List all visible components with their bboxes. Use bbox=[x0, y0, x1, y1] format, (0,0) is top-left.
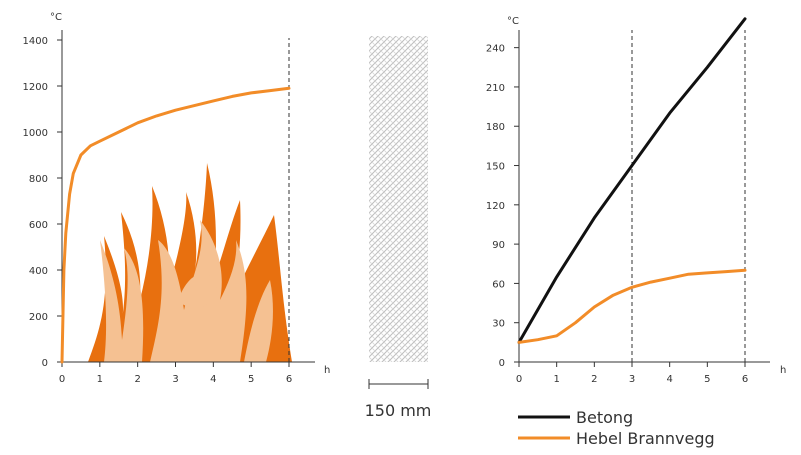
left-y-unit-label: °C bbox=[50, 12, 62, 23]
flame-light-shape bbox=[100, 240, 144, 362]
y-tick-label: 30 bbox=[492, 319, 505, 330]
y-tick-label: 200 bbox=[29, 312, 48, 323]
y-tick-label: 120 bbox=[486, 201, 505, 212]
x-tick-label: 5 bbox=[704, 374, 710, 385]
legend-label-betong: Betong bbox=[576, 408, 633, 427]
wall-cross-section: 150 mm bbox=[365, 36, 432, 420]
y-tick-label: 400 bbox=[29, 266, 48, 277]
furnace-temperature-chart: 0 1 2 3 4 5 6 0 200 400 600 800 1000 1200 1400 °C h bbox=[23, 12, 331, 385]
legend-item-hebel: Hebel Brannvegg bbox=[518, 429, 715, 448]
y-tick-label: 60 bbox=[492, 279, 505, 290]
wall-hatch bbox=[369, 36, 428, 362]
left-x-unit-label: h bbox=[324, 365, 330, 376]
series-line-0-0 bbox=[60, 86, 291, 364]
x-tick-label: 0 bbox=[516, 374, 522, 385]
x-tick-label: 4 bbox=[666, 374, 672, 385]
left-series-group bbox=[60, 86, 291, 364]
y-tick-label: 1000 bbox=[23, 128, 48, 139]
x-tick-label: 6 bbox=[742, 374, 748, 385]
x-tick-label: 1 bbox=[97, 374, 103, 385]
right-y-unit-label: °C bbox=[507, 16, 519, 27]
y-tick-label: 90 bbox=[492, 240, 505, 251]
x-tick-label: 2 bbox=[134, 374, 140, 385]
wall-thickness-label: 150 mm bbox=[365, 401, 432, 420]
x-tick-label: 3 bbox=[172, 374, 178, 385]
x-tick-label: 3 bbox=[629, 374, 635, 385]
x-tick-label: 1 bbox=[553, 374, 559, 385]
y-tick-label: 800 bbox=[29, 174, 48, 185]
legend: Betong Hebel Brannvegg bbox=[518, 408, 715, 448]
series-line-1-0 bbox=[517, 17, 747, 344]
y-tick-label: 180 bbox=[486, 122, 505, 133]
legend-label-hebel: Hebel Brannvegg bbox=[576, 429, 715, 448]
right-x-unit-label: h bbox=[780, 365, 786, 376]
wall-dimension-marker bbox=[368, 379, 429, 389]
x-tick-label: 6 bbox=[286, 374, 292, 385]
series-line-1-1 bbox=[517, 268, 747, 344]
left-axes: 0 1 2 3 4 5 6 0 200 400 600 800 1000 1200 1400 bbox=[23, 30, 315, 385]
x-tick-label: 0 bbox=[59, 374, 65, 385]
y-tick-label: 150 bbox=[486, 162, 505, 173]
right-series-group bbox=[517, 17, 747, 344]
x-tick-label: 4 bbox=[210, 374, 216, 385]
x-tick-label: 5 bbox=[248, 374, 254, 385]
y-tick-label: 1200 bbox=[23, 82, 48, 93]
flame-light-shape bbox=[178, 274, 217, 307]
x-tick-label: 2 bbox=[591, 374, 597, 385]
y-tick-label: 0 bbox=[42, 358, 48, 369]
y-tick-label: 0 bbox=[499, 358, 505, 369]
y-tick-label: 210 bbox=[486, 83, 505, 94]
flame-light-shape bbox=[244, 280, 273, 362]
y-tick-label: 1400 bbox=[23, 36, 48, 47]
flames-illustration bbox=[88, 163, 292, 362]
y-tick-label: 600 bbox=[29, 220, 48, 231]
y-tick-label: 240 bbox=[486, 44, 505, 55]
legend-item-betong: Betong bbox=[518, 408, 633, 427]
